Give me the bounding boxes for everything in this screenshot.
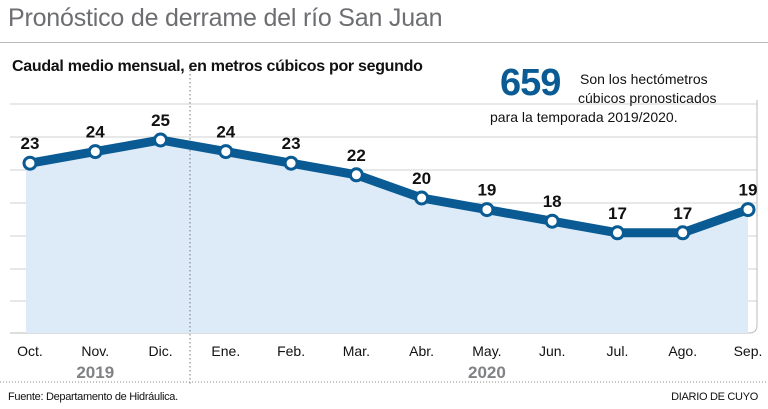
- data-label: 18: [543, 192, 562, 211]
- data-point: [414, 190, 430, 206]
- highlight-value: 659: [500, 62, 561, 104]
- x-tick-label: Jul.: [607, 343, 629, 359]
- x-tick-label: Abr.: [409, 343, 434, 359]
- data-point: [479, 202, 495, 218]
- x-tick-label: Nov.: [81, 343, 109, 359]
- highlight-line-1: Son los hectómetros: [580, 71, 708, 87]
- data-point: [22, 155, 38, 171]
- data-point: [348, 167, 364, 183]
- year-label: 2020: [468, 363, 506, 382]
- data-point: [87, 144, 103, 160]
- area-fill: [26, 140, 748, 333]
- data-point: [740, 202, 756, 218]
- highlight-line-2: cúbicos pronosticados: [578, 90, 717, 106]
- data-point: [544, 213, 560, 229]
- data-point: [153, 132, 169, 148]
- data-label: 25: [151, 111, 170, 130]
- highlight-line-3: para la temporada 2019/2020.: [490, 109, 678, 125]
- data-label: 17: [608, 204, 627, 223]
- data-label: 22: [347, 146, 366, 165]
- chart-title: Caudal medio mensual, en metros cúbicos …: [12, 58, 423, 75]
- data-label: 20: [412, 169, 431, 188]
- data-label: 24: [216, 123, 235, 142]
- x-tick-label: Feb.: [277, 343, 305, 359]
- source-note: Fuente: Departamento de Hidráulica.: [8, 391, 178, 403]
- x-tick-label: Jun.: [539, 343, 565, 359]
- x-tick-label: Mar.: [343, 343, 370, 359]
- x-tick-label: Oct.: [17, 343, 43, 359]
- data-point: [675, 225, 691, 241]
- data-label: 17: [673, 204, 692, 223]
- year-label: 2019: [76, 363, 114, 382]
- x-tick-label: Ene.: [211, 343, 240, 359]
- data-label: 23: [21, 134, 40, 153]
- title-divider: [0, 42, 768, 43]
- page-title: Pronóstico de derrame del río San Juan: [8, 4, 443, 32]
- data-point: [218, 144, 234, 160]
- x-tick-label: Dic.: [148, 343, 172, 359]
- x-tick-label: May.: [472, 343, 501, 359]
- series-line: [29, 135, 750, 238]
- plot-frame: [10, 100, 758, 334]
- data-label: 23: [282, 134, 301, 153]
- brand-logo: DIARIO DE CUYO: [671, 391, 758, 403]
- data-label: 19: [477, 181, 496, 200]
- data-point: [283, 155, 299, 171]
- data-point: [609, 225, 625, 241]
- x-tick-label: Ago.: [668, 343, 697, 359]
- data-label: 19: [739, 181, 758, 200]
- x-tick-label: Sep.: [734, 343, 763, 359]
- data-label: 24: [86, 123, 105, 142]
